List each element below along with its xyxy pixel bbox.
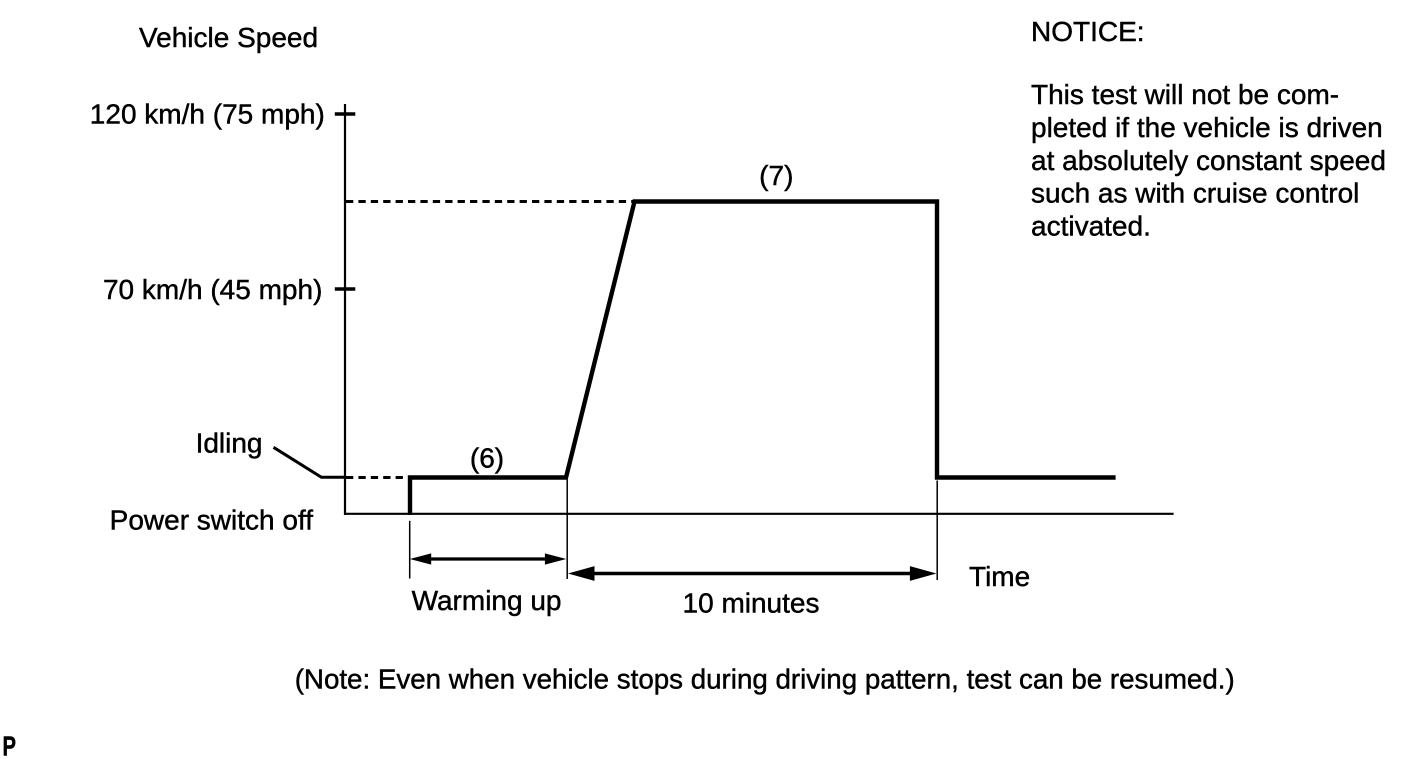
svg-text:at absolutely constant speed: at absolutely constant speed bbox=[1031, 145, 1386, 176]
svg-text:Power switch off: Power switch off bbox=[110, 505, 314, 536]
svg-text:(7): (7) bbox=[759, 160, 793, 191]
svg-text:Warming up: Warming up bbox=[412, 585, 562, 616]
svg-text:This test will not be com-: This test will not be com- bbox=[1031, 79, 1339, 110]
svg-text:(Note: Even when vehicle stops: (Note: Even when vehicle stops during dr… bbox=[295, 664, 1235, 695]
svg-text:Time: Time bbox=[969, 561, 1030, 592]
svg-text:Idling: Idling bbox=[196, 427, 263, 458]
svg-text:(6): (6) bbox=[470, 443, 504, 474]
svg-text:70 km/h (45 mph): 70 km/h (45 mph) bbox=[103, 274, 322, 305]
svg-text:10 minutes: 10 minutes bbox=[683, 588, 820, 619]
svg-text:activated.: activated. bbox=[1031, 210, 1151, 241]
svg-text:120 km/h (75 mph): 120 km/h (75 mph) bbox=[90, 98, 325, 129]
svg-text:Vehicle Speed: Vehicle Speed bbox=[139, 22, 318, 53]
svg-text:NOTICE:: NOTICE: bbox=[1031, 16, 1145, 47]
svg-text:pleted if the vehicle is drive: pleted if the vehicle is driven bbox=[1031, 112, 1383, 143]
svg-text:P: P bbox=[3, 731, 17, 759]
svg-text:such as with cruise control: such as with cruise control bbox=[1031, 178, 1359, 209]
